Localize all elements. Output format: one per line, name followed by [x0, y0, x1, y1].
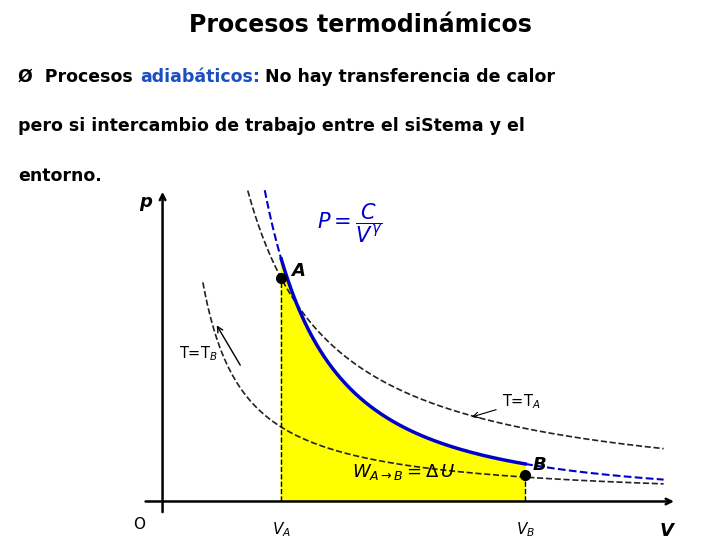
Text: $\mathit{V_B}$: $\mathit{V_B}$	[516, 520, 535, 539]
Text: $P{=}\dfrac{C}{V^{\gamma}}$: $P{=}\dfrac{C}{V^{\gamma}}$	[318, 201, 383, 245]
Text: p: p	[140, 193, 153, 212]
Text: O: O	[133, 517, 145, 532]
Text: B: B	[533, 456, 546, 474]
Text: $\mathit{V_A}$: $\mathit{V_A}$	[271, 520, 291, 539]
Text: V: V	[660, 522, 674, 539]
Text: T=T$_A$: T=T$_A$	[502, 393, 541, 411]
Text: adiabáticos:: adiabáticos:	[140, 68, 261, 86]
Text: $W_{A\rightarrow B}{=}\Delta\,U$: $W_{A\rightarrow B}{=}\Delta\,U$	[351, 462, 455, 482]
Text: Procesos termodinámicos: Procesos termodinámicos	[189, 13, 531, 37]
Text: entorno.: entorno.	[18, 167, 102, 185]
Text: A: A	[291, 262, 305, 280]
Text: Ø  Procesos: Ø Procesos	[18, 68, 139, 86]
Text: pero si intercambio de trabajo entre el siStema y el: pero si intercambio de trabajo entre el …	[18, 117, 525, 136]
Polygon shape	[282, 259, 525, 502]
Text: T=T$_B$: T=T$_B$	[179, 345, 217, 363]
Text: No hay transferencia de calor: No hay transferencia de calor	[265, 68, 555, 86]
